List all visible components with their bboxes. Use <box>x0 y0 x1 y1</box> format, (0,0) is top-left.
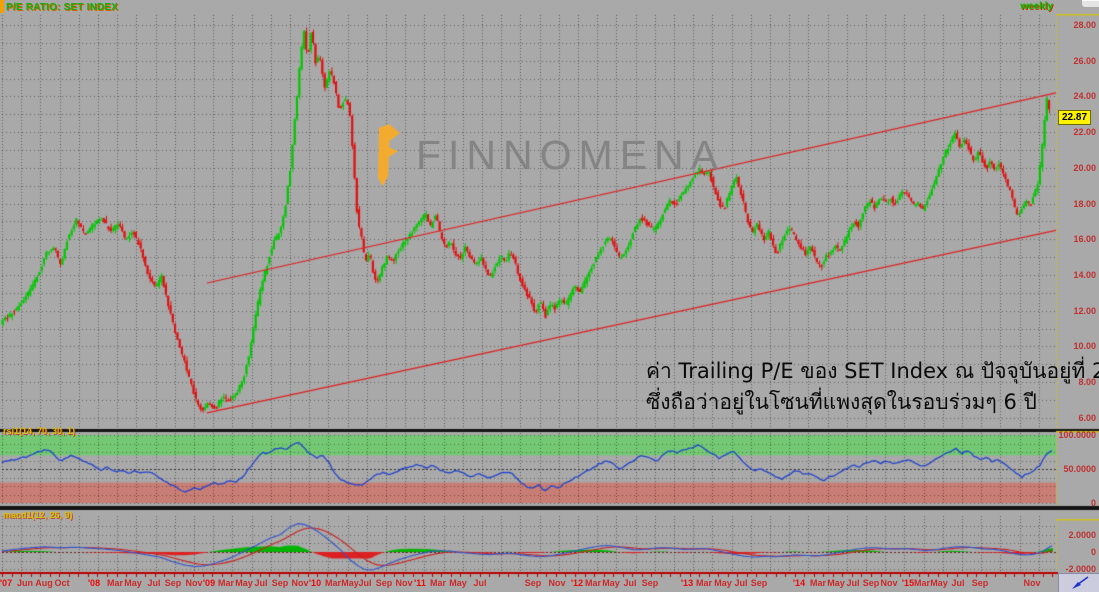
title-accent-bar <box>0 0 4 13</box>
pointer-arrow-icon <box>1071 576 1088 589</box>
last-price-badge: 22.87 <box>1058 110 1092 125</box>
macd-axis[interactable] <box>1057 519 1099 571</box>
price-chart-region[interactable] <box>2 15 1056 428</box>
price-axis[interactable] <box>1057 14 1099 428</box>
window-button[interactable] <box>1082 0 1099 7</box>
rsi-panel-region[interactable] <box>0 433 1056 505</box>
rsi-axis[interactable] <box>1057 432 1099 505</box>
pointer-tool-button[interactable] <box>1058 573 1099 592</box>
macd-panel-region[interactable] <box>0 516 1056 571</box>
date-axis[interactable] <box>0 574 1056 592</box>
